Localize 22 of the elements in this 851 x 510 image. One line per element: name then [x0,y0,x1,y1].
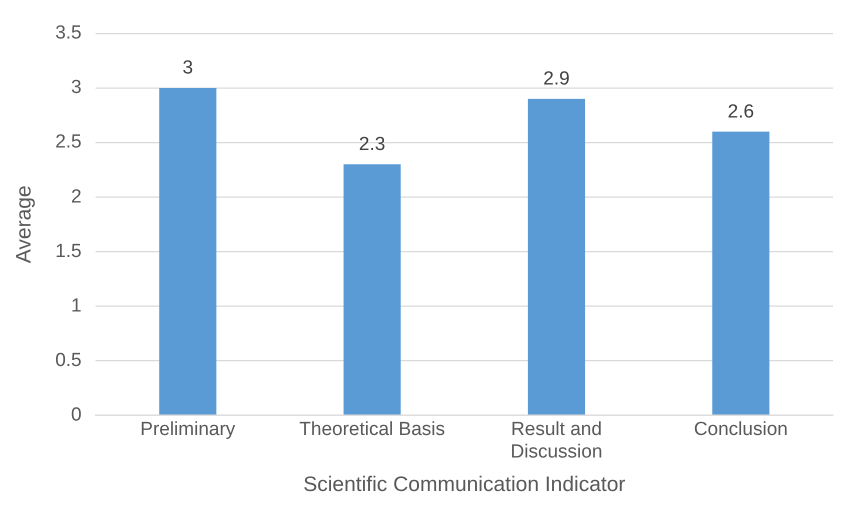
x-tick-label: Result and Discussion [510,418,602,463]
data-label: 2.6 [728,101,754,122]
y-tick-label: 0.5 [55,350,82,371]
y-tick-label: 3.5 [55,22,82,44]
x-axis-title: Scientific Communication Indicator [303,473,626,496]
y-tick-label: 1.5 [55,240,82,262]
y-tick-label: 0 [71,404,82,426]
data-label: 2.3 [358,134,386,156]
bar [528,98,586,415]
x-tick-label: Conclusion [694,418,788,440]
data-label: 3 [182,58,194,79]
y-tick-label: 2 [71,186,82,208]
x-tick-label: Preliminary [140,418,236,440]
x-tick-label: Theoretical Basis [299,418,445,440]
y-tick-label: 1 [71,295,82,316]
data-label: 2.9 [543,68,570,90]
y-axis-title: Average [12,185,36,264]
bar [712,132,770,415]
bar [344,164,401,415]
bar [159,88,216,415]
y-tick-label: 2.5 [55,132,82,153]
y-tick-label: 3 [71,77,82,98]
